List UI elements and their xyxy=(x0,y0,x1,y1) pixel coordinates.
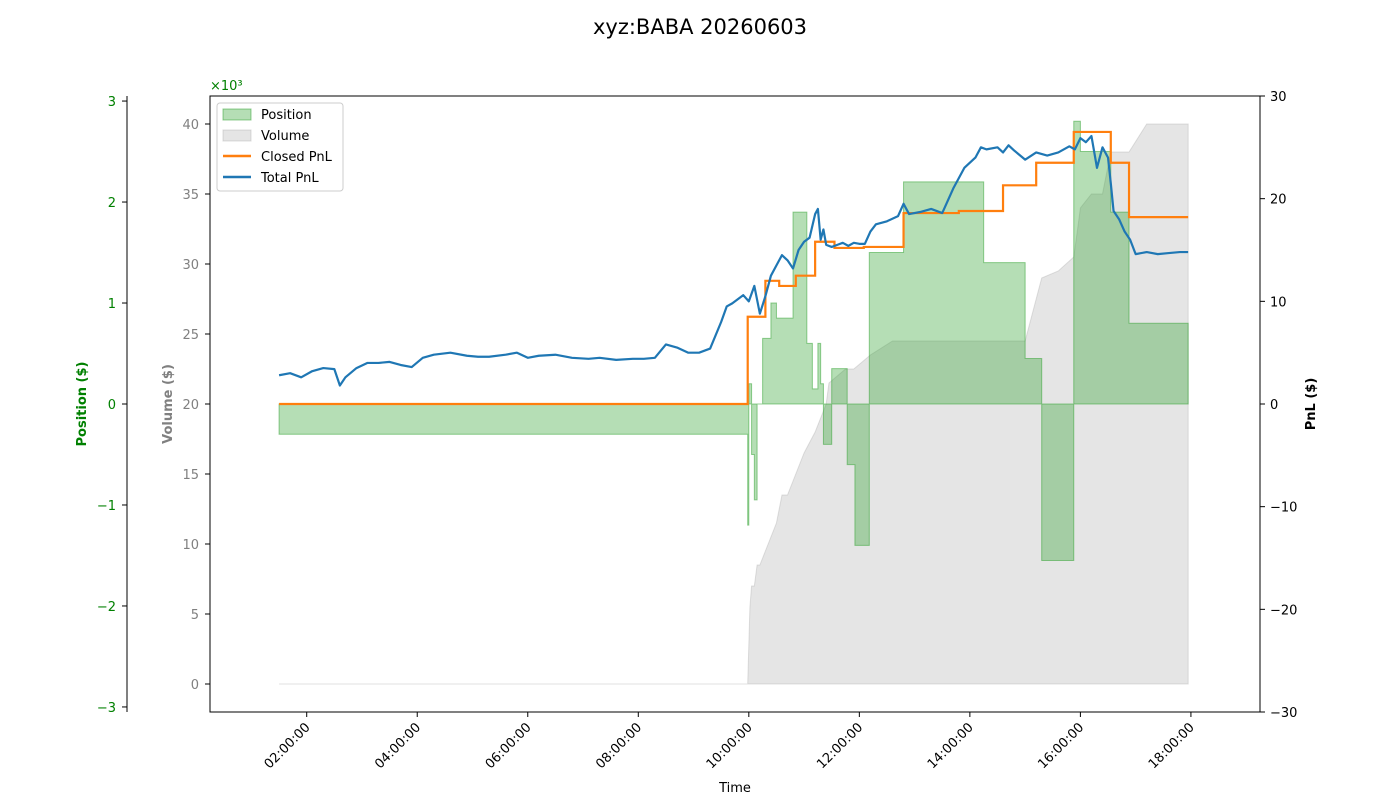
pnl-tick-label: 0 xyxy=(1270,398,1278,413)
position-axis-multiplier: ×10³ xyxy=(210,79,243,94)
position-tick-label: −2 xyxy=(97,600,116,615)
series-closed-pnl-line xyxy=(279,130,1189,406)
pnl-tick-label: 20 xyxy=(1270,193,1287,208)
position-tick-label: 0 xyxy=(108,398,116,413)
legend-label-volume: Volume xyxy=(261,129,309,144)
chart-title: xyz:BABA 20260603 xyxy=(593,15,807,39)
volume-tick-label: 10 xyxy=(182,538,199,553)
volume-tick-label: 25 xyxy=(182,328,199,343)
position-tick-label: 2 xyxy=(108,196,116,211)
position-tick-label: 3 xyxy=(108,95,116,110)
x-tick-label: 10:00:00 xyxy=(704,720,756,772)
pnl-tick-label: 10 xyxy=(1270,295,1287,310)
position-tick-label: −1 xyxy=(97,499,116,514)
x-tick-label: 02:00:00 xyxy=(262,720,314,772)
pnl-tick-label: −30 xyxy=(1270,706,1297,721)
series-position-area xyxy=(278,120,1189,562)
pnl-axis-label: PnL ($) xyxy=(1304,378,1319,431)
pnl-tick-label: −10 xyxy=(1270,501,1297,516)
volume-tick-label: 15 xyxy=(182,468,199,483)
legend: Position Volume Closed PnL Total PnL xyxy=(216,102,344,192)
volume-tick-label: 35 xyxy=(182,188,199,203)
x-tick-label: 14:00:00 xyxy=(925,720,977,772)
volume-tick-label: 5 xyxy=(191,608,199,623)
volume-axis-label: Volume ($) xyxy=(161,364,176,444)
fill-layer xyxy=(278,120,1189,685)
series-total-pnl-line xyxy=(278,134,1189,387)
series-volume-area xyxy=(279,123,1189,685)
volume-tick-label: 30 xyxy=(182,258,199,273)
position-axis-label: Position ($) xyxy=(75,362,90,447)
position-tick-label: 1 xyxy=(108,297,116,312)
volume-tick-label: 20 xyxy=(182,398,199,413)
legend-label-closed-pnl: Closed PnL xyxy=(261,150,333,165)
x-tick-label: 06:00:00 xyxy=(483,720,535,772)
legend-frame xyxy=(216,102,344,192)
x-tick-label: 12:00:00 xyxy=(814,720,866,772)
x-tick-label: 08:00:00 xyxy=(593,720,645,772)
legend-swatch-volume xyxy=(222,129,252,142)
line-layer xyxy=(278,130,1189,406)
volume-tick-label: 0 xyxy=(191,678,199,693)
volume-tick-label: 40 xyxy=(182,118,199,133)
legend-label-position: Position xyxy=(261,108,312,123)
legend-label-total-pnl: Total PnL xyxy=(260,171,319,186)
x-axis-label: Time xyxy=(718,781,751,796)
pnl-tick-label: 30 xyxy=(1270,90,1287,105)
legend-swatch-position xyxy=(222,108,252,121)
position-tick-label: −3 xyxy=(97,701,116,716)
x-tick-label: 04:00:00 xyxy=(372,720,424,772)
pnl-tick-label: −20 xyxy=(1270,603,1297,618)
x-tick-label: 18:00:00 xyxy=(1146,720,1198,772)
x-tick-label: 16:00:00 xyxy=(1035,720,1087,772)
